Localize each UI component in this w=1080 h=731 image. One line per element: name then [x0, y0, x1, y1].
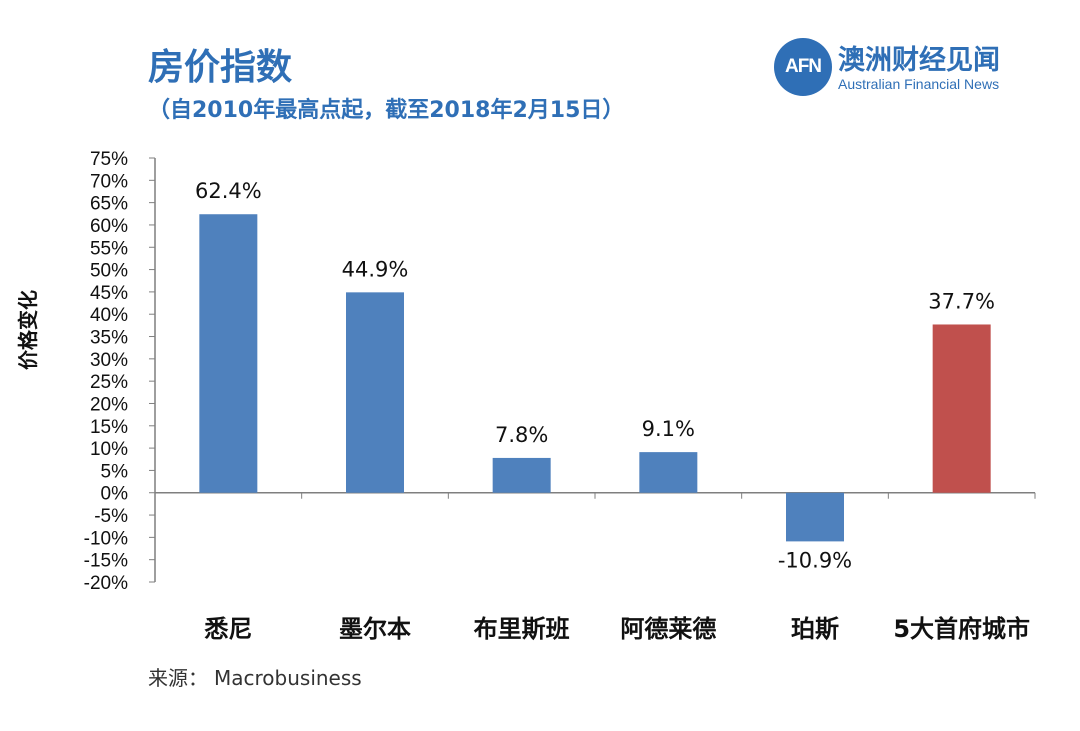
y-tick-label: 75% [90, 149, 128, 170]
y-tick-label: 30% [90, 350, 128, 371]
category-label: 布里斯班 [474, 615, 570, 643]
data-label: -10.9% [778, 548, 852, 572]
y-tick-label: 45% [90, 283, 128, 304]
category-label: 墨尔本 [339, 615, 411, 643]
logo-name-cn: 澳洲财经见闻 [838, 45, 1000, 76]
category-label: 5大首府城市 [893, 615, 1030, 643]
y-tick-label: 5% [101, 461, 129, 482]
bar [492, 457, 551, 493]
y-tick-label: -20% [84, 573, 128, 594]
category-label: 悉尼 [204, 615, 252, 643]
y-tick-label: -10% [84, 528, 128, 549]
bar [346, 292, 404, 493]
y-tick-label: 70% [90, 171, 128, 192]
chart-subtitle: （自2010年最高点起，截至2018年2月15日） [148, 98, 625, 123]
y-tick-label: 35% [90, 328, 128, 349]
y-tick-label: 40% [90, 305, 128, 326]
category-label: 珀斯 [791, 615, 839, 643]
bar [639, 452, 698, 493]
logo-name-en: Australian Financial News [838, 76, 1000, 92]
y-tick-label: 0% [101, 484, 129, 505]
chart-title: 房价指数 [148, 47, 293, 88]
bar [199, 214, 258, 493]
source-value: Macrobusiness [214, 666, 362, 690]
y-tick-label: 50% [90, 261, 128, 282]
bar [932, 324, 991, 493]
data-label: 44.9% [342, 257, 409, 281]
y-tick-label: 15% [90, 417, 128, 438]
afn-logo-mark: AFN [774, 38, 832, 96]
y-tick-label: 20% [90, 394, 128, 415]
source-label: 来源： [148, 666, 208, 690]
category-label: 阿德莱德 [620, 615, 716, 643]
bar [786, 492, 844, 542]
y-tick-label: -5% [94, 506, 128, 527]
y-tick-label: 25% [90, 372, 128, 393]
y-tick-label: 55% [90, 238, 128, 259]
data-label: 62.4% [195, 179, 262, 203]
data-label: 37.7% [928, 289, 995, 313]
y-tick-label: 10% [90, 439, 128, 460]
y-tick-label: 65% [90, 194, 128, 215]
data-label: 7.8% [495, 423, 548, 447]
source-note: 来源： Macrobusiness [148, 662, 362, 691]
data-label: 9.1% [642, 417, 695, 441]
y-tick-label: 60% [90, 216, 128, 237]
y-tick-label: -15% [84, 551, 128, 572]
afn-logo: AFN 澳洲财经见闻 Australian Financial News [774, 38, 1044, 100]
